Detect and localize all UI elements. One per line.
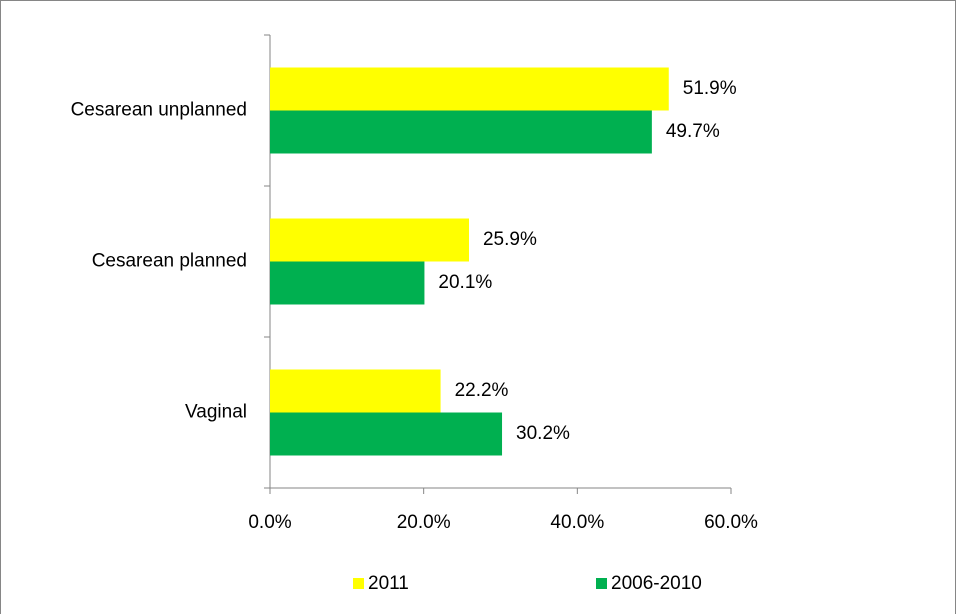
data-label: 51.9% (683, 78, 737, 99)
legend-swatch (353, 578, 364, 589)
data-label: 25.9% (483, 229, 537, 250)
bar (270, 412, 503, 456)
x-tick-label: 0.0% (248, 512, 291, 533)
legend-label: 2006-2010 (611, 573, 702, 594)
y-tick-label: Vaginal (185, 402, 247, 423)
data-label: 30.2% (516, 423, 570, 444)
x-tick-label: 60.0% (704, 512, 758, 533)
bar (270, 67, 669, 111)
y-tick-label: Cesarean planned (92, 251, 247, 272)
bar (270, 110, 652, 154)
bar (270, 369, 441, 413)
data-label: 20.1% (438, 272, 492, 293)
bar (270, 261, 425, 305)
y-tick-label: Cesarean unplanned (71, 100, 247, 121)
x-tick-label: 20.0% (397, 512, 451, 533)
legend-swatch (596, 578, 607, 589)
bar (270, 218, 469, 262)
legend-label: 2011 (368, 573, 409, 594)
data-label: 49.7% (666, 121, 720, 142)
x-tick-label: 40.0% (550, 512, 604, 533)
data-label: 22.2% (455, 380, 509, 401)
